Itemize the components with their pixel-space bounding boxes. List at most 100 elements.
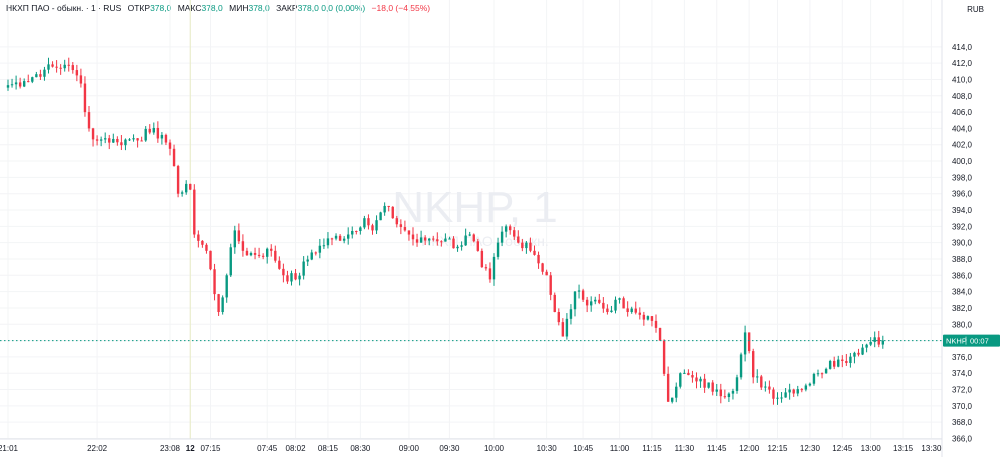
candle-body bbox=[35, 74, 38, 78]
candle-body bbox=[504, 226, 508, 232]
candle-body bbox=[391, 206, 394, 219]
chart-legend: НКХП ПАО - обыкн. · 1 · RUS ОТКР378,0 МА… bbox=[6, 3, 430, 13]
candle-body bbox=[824, 368, 828, 374]
candle-body bbox=[257, 254, 261, 256]
candle-body bbox=[472, 234, 475, 242]
candle-body bbox=[156, 127, 160, 139]
candle-body bbox=[63, 64, 66, 69]
candle-body bbox=[452, 238, 455, 249]
candle-body bbox=[330, 238, 334, 240]
candle-body bbox=[557, 312, 560, 323]
candle-body bbox=[590, 301, 593, 306]
candle-body bbox=[233, 230, 236, 248]
price-tick-label: 392,0 bbox=[952, 222, 973, 231]
candle-body bbox=[513, 230, 516, 237]
candle-body bbox=[865, 344, 868, 348]
candle-body bbox=[553, 294, 556, 313]
candle-body bbox=[302, 261, 305, 276]
candle-body bbox=[124, 139, 127, 146]
candle-body bbox=[845, 360, 848, 363]
candle-body bbox=[428, 238, 431, 241]
candle-body bbox=[108, 138, 111, 143]
candle-body bbox=[290, 273, 293, 282]
candle-body bbox=[711, 382, 714, 392]
price-tick-label: 390,0 bbox=[952, 239, 973, 248]
candle-body bbox=[245, 250, 249, 256]
candle-body bbox=[67, 64, 70, 66]
candle-body bbox=[249, 253, 253, 256]
candle-body bbox=[229, 247, 232, 276]
candle-body bbox=[610, 310, 613, 313]
candle-body bbox=[614, 299, 617, 311]
candle-body bbox=[444, 238, 447, 242]
legend-close-label: ЗАКР bbox=[276, 3, 298, 13]
candle-body bbox=[792, 389, 795, 394]
candle-body bbox=[561, 322, 565, 337]
time-tick-label: 07:45 bbox=[257, 444, 278, 453]
candle-body bbox=[6, 85, 10, 88]
candle-body bbox=[351, 230, 354, 235]
candle-body bbox=[496, 242, 500, 257]
candle-body bbox=[83, 83, 87, 113]
candle-body bbox=[359, 227, 362, 232]
candle-body bbox=[180, 192, 184, 194]
price-axis[interactable]: 414,0 412,0 410,0 408,0 406,0 404,0 402,0 400,0… bbox=[952, 43, 973, 444]
candle-body bbox=[399, 224, 403, 228]
candle-body bbox=[772, 389, 775, 399]
candle-body bbox=[18, 82, 22, 87]
candle-body bbox=[407, 230, 411, 235]
candle-body bbox=[411, 234, 415, 240]
candle-body bbox=[43, 69, 46, 77]
candle-body bbox=[87, 112, 91, 129]
candle-body bbox=[837, 359, 840, 367]
price-tick-label: 412,0 bbox=[952, 59, 973, 68]
candle-body bbox=[79, 75, 83, 84]
candle-body bbox=[403, 227, 407, 231]
candle-body bbox=[310, 252, 313, 260]
candle-body bbox=[379, 212, 382, 221]
candle-body bbox=[816, 373, 820, 375]
candle-body bbox=[363, 218, 366, 228]
candle-body bbox=[144, 128, 147, 141]
currency-label[interactable]: RUB bbox=[967, 5, 984, 14]
legend-close-value: 378,0 bbox=[297, 3, 319, 13]
candle-body bbox=[71, 65, 74, 71]
candle-body bbox=[812, 373, 816, 384]
candle-body bbox=[642, 314, 646, 320]
candle-body bbox=[460, 245, 463, 247]
candle-body bbox=[468, 234, 471, 236]
candle-body bbox=[47, 64, 50, 70]
time-axis[interactable]: 21:01 22:02 23:08 12 07:15 07:45 08:02 08:15 08:… bbox=[0, 444, 942, 453]
legend-symbol: НКХП ПАО - обыкн. · 1 · RUS bbox=[6, 3, 122, 13]
candle-body bbox=[752, 351, 755, 378]
candle-body bbox=[423, 237, 427, 241]
candle-body bbox=[95, 139, 99, 141]
price-tick-label: 368,0 bbox=[952, 418, 973, 427]
price-tick-label: 398,0 bbox=[952, 173, 973, 182]
candle-body bbox=[658, 327, 662, 341]
time-tick-label: 11:30 bbox=[675, 444, 695, 453]
candle-body bbox=[828, 360, 832, 369]
legend-low-label: МИН bbox=[229, 3, 249, 13]
legend-change: 0,0 (0,00%) bbox=[321, 3, 366, 13]
candle-body bbox=[573, 291, 577, 310]
candle-body bbox=[14, 82, 18, 85]
candle-body bbox=[743, 332, 747, 355]
candle-body bbox=[606, 308, 609, 313]
candle-body bbox=[650, 316, 654, 321]
time-tick-label: 13:30 bbox=[921, 444, 942, 453]
candle-body bbox=[808, 383, 812, 386]
candle-body bbox=[585, 299, 589, 306]
candle-body bbox=[132, 138, 135, 140]
candle-body bbox=[756, 376, 759, 378]
candle-body bbox=[735, 377, 739, 391]
candle-body bbox=[31, 77, 34, 82]
candle-body bbox=[176, 166, 180, 194]
candle-body bbox=[415, 239, 419, 243]
time-tick-label: 10:30 bbox=[537, 444, 558, 453]
candle-body bbox=[160, 134, 164, 139]
candle-body bbox=[565, 318, 569, 337]
candle-body bbox=[172, 148, 176, 167]
candle-body bbox=[120, 142, 123, 146]
